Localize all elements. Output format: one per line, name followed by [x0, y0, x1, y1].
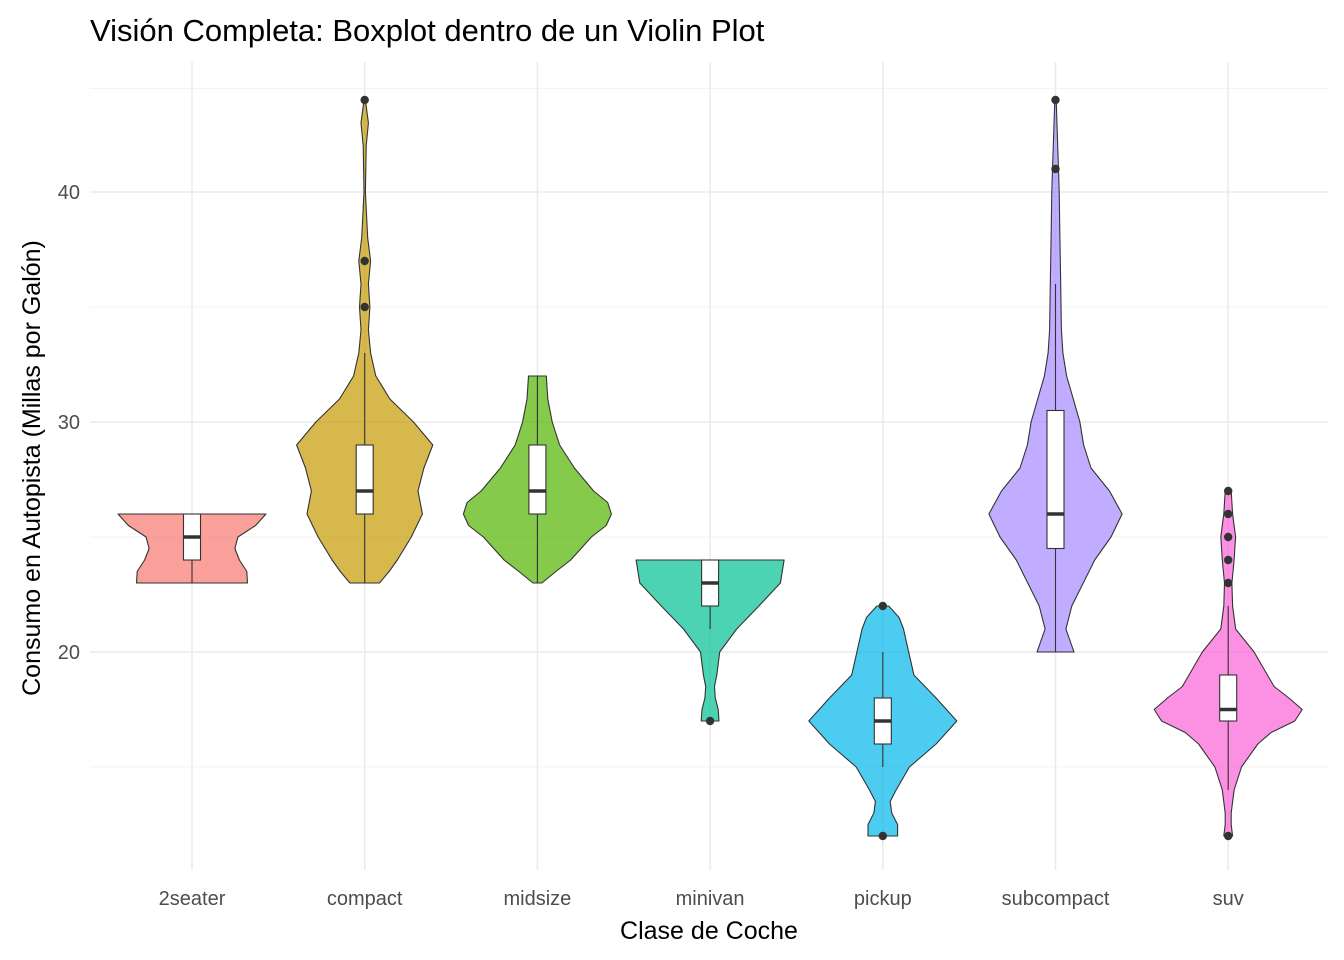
violin-midsize — [462, 375, 612, 584]
violin-subcompact — [988, 95, 1123, 653]
outlier-point — [1224, 831, 1233, 841]
outlier-point — [878, 831, 887, 841]
violin-shape — [635, 559, 785, 722]
violin-minivan — [635, 559, 785, 726]
outlier-point — [1224, 555, 1233, 565]
x-tick-label: pickup — [854, 888, 912, 910]
x-tick-label: minivan — [676, 888, 745, 910]
violin-compact — [296, 95, 434, 584]
x-tick-label: midsize — [504, 888, 572, 910]
violin-2seater — [117, 513, 267, 584]
outlier-point — [1051, 164, 1060, 174]
outlier-point — [878, 601, 887, 611]
x-tick-label: subcompact — [1002, 888, 1110, 910]
violin-pickup — [808, 601, 958, 841]
y-axis-title: Consumo en Autopista (Millas por Galón) — [18, 240, 46, 696]
box — [1219, 674, 1238, 722]
y-tick-label: 40 — [58, 182, 80, 204]
chart-title: Visión Completa: Boxplot dentro de un Vi… — [90, 13, 765, 48]
x-tick-label: suv — [1213, 888, 1244, 910]
outlier-point — [1224, 578, 1233, 588]
y-axis-ticks: 20 30 40 — [58, 182, 80, 664]
grid-lines — [90, 62, 1328, 870]
outlier-point — [360, 302, 369, 312]
y-tick-label: 20 — [58, 642, 80, 664]
x-axis-title: Clase de Coche — [620, 917, 798, 945]
outlier-point — [1224, 532, 1233, 542]
y-tick-label: 30 — [58, 412, 80, 434]
x-tick-label: compact — [327, 888, 403, 910]
violin-suv — [1153, 486, 1303, 841]
box — [355, 444, 374, 515]
outlier-point — [360, 95, 369, 105]
violins-layer — [117, 95, 1303, 841]
box — [528, 444, 547, 515]
x-tick-label: 2seater — [159, 888, 226, 910]
outlier-point — [705, 716, 715, 726]
box — [1046, 409, 1065, 550]
outlier-point — [1224, 486, 1233, 496]
outlier-point — [1051, 95, 1060, 105]
outlier-point — [360, 256, 369, 266]
outlier-point — [1224, 509, 1233, 519]
x-axis-ticks: 2seater compact midsize minivan pickup subcom… — [159, 888, 1244, 910]
